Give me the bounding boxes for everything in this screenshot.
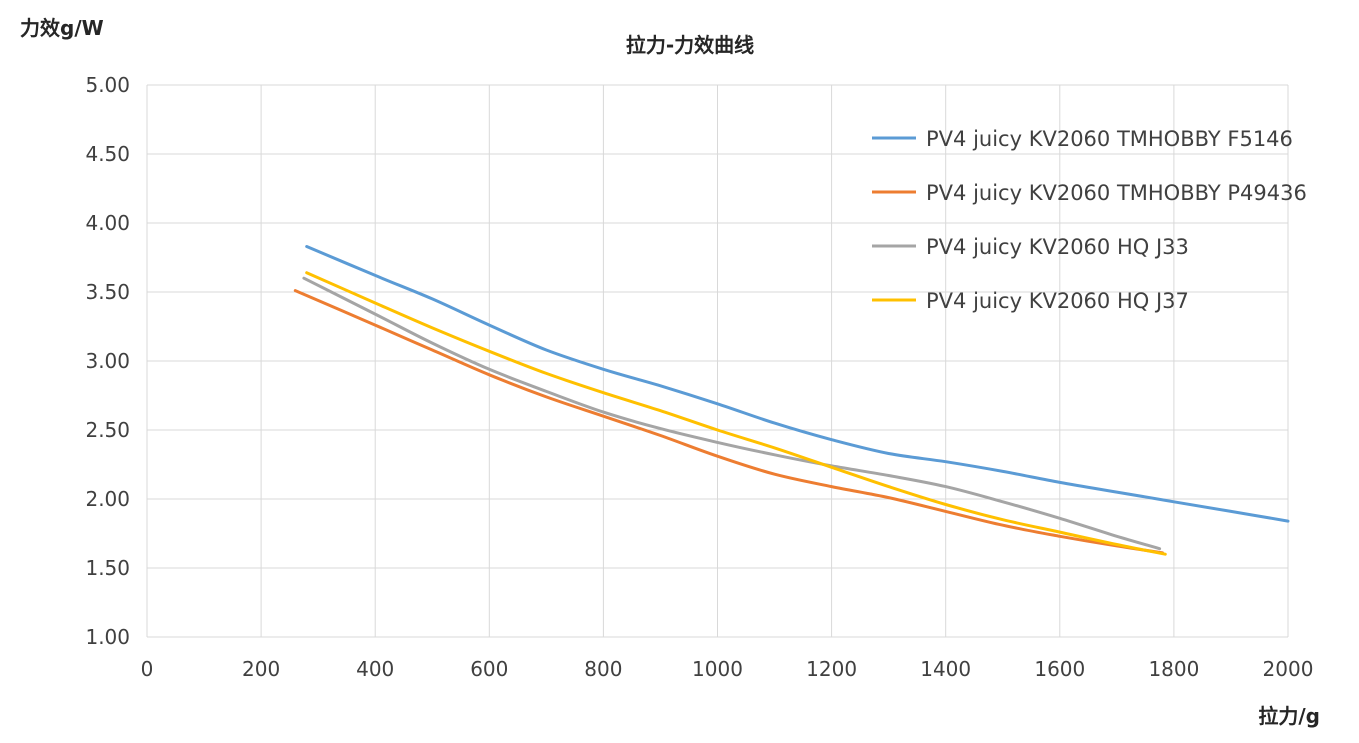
y-tick-label: 3.00 xyxy=(85,349,130,373)
x-tick-label: 400 xyxy=(356,657,394,681)
legend-label: PV4 juicy KV2060 HQ J37 xyxy=(926,289,1189,313)
y-tick-label: 4.50 xyxy=(85,142,130,166)
x-tick-label: 1800 xyxy=(1148,657,1199,681)
y-tick-label: 2.00 xyxy=(85,487,130,511)
legend-label: PV4 juicy KV2060 HQ J33 xyxy=(926,235,1189,259)
series-lines xyxy=(293,245,1290,556)
series-line-2 xyxy=(293,289,1164,555)
x-tick-label: 1200 xyxy=(806,657,857,681)
x-tick-label: 600 xyxy=(470,657,508,681)
series-line-4 xyxy=(305,271,1167,556)
x-tick-label: 0 xyxy=(141,657,154,681)
x-tick-label: 1000 xyxy=(692,657,743,681)
y-tick-label: 4.00 xyxy=(85,211,130,235)
series-line-1 xyxy=(305,245,1290,523)
y-tick-label: 2.50 xyxy=(85,418,130,442)
x-tick-label: 800 xyxy=(584,657,622,681)
y-tick-label: 5.00 xyxy=(85,73,130,97)
x-tick-label: 2000 xyxy=(1263,657,1314,681)
x-tick-label: 1600 xyxy=(1034,657,1085,681)
grid-lines xyxy=(146,84,1289,638)
y-tick-label: 1.50 xyxy=(85,556,130,580)
y-axis-title: 力效g/W xyxy=(20,16,104,40)
legend: PV4 juicy KV2060 TMHOBBY F5146 PV4 juicy … xyxy=(872,127,1307,313)
x-tick-label: 1400 xyxy=(920,657,971,681)
axes xyxy=(146,85,1288,638)
y-tick-label: 1.00 xyxy=(85,625,130,649)
chart-title: 拉力-力效曲线 xyxy=(626,33,754,57)
y-tick-label: 3.50 xyxy=(85,280,130,304)
tick-labels: 5.00 4.50 4.00 3.50 3.00 2.50 2.00 1.50 1.00 0 200… xyxy=(85,73,1313,681)
x-axis-title: 拉力/g xyxy=(1258,704,1320,728)
x-tick-label: 200 xyxy=(242,657,280,681)
legend-label: PV4 juicy KV2060 TMHOBBY F5146 xyxy=(926,127,1293,151)
legend-label: PV4 juicy KV2060 TMHOBBY P49436 xyxy=(926,181,1307,205)
series-line-3 xyxy=(302,276,1162,551)
